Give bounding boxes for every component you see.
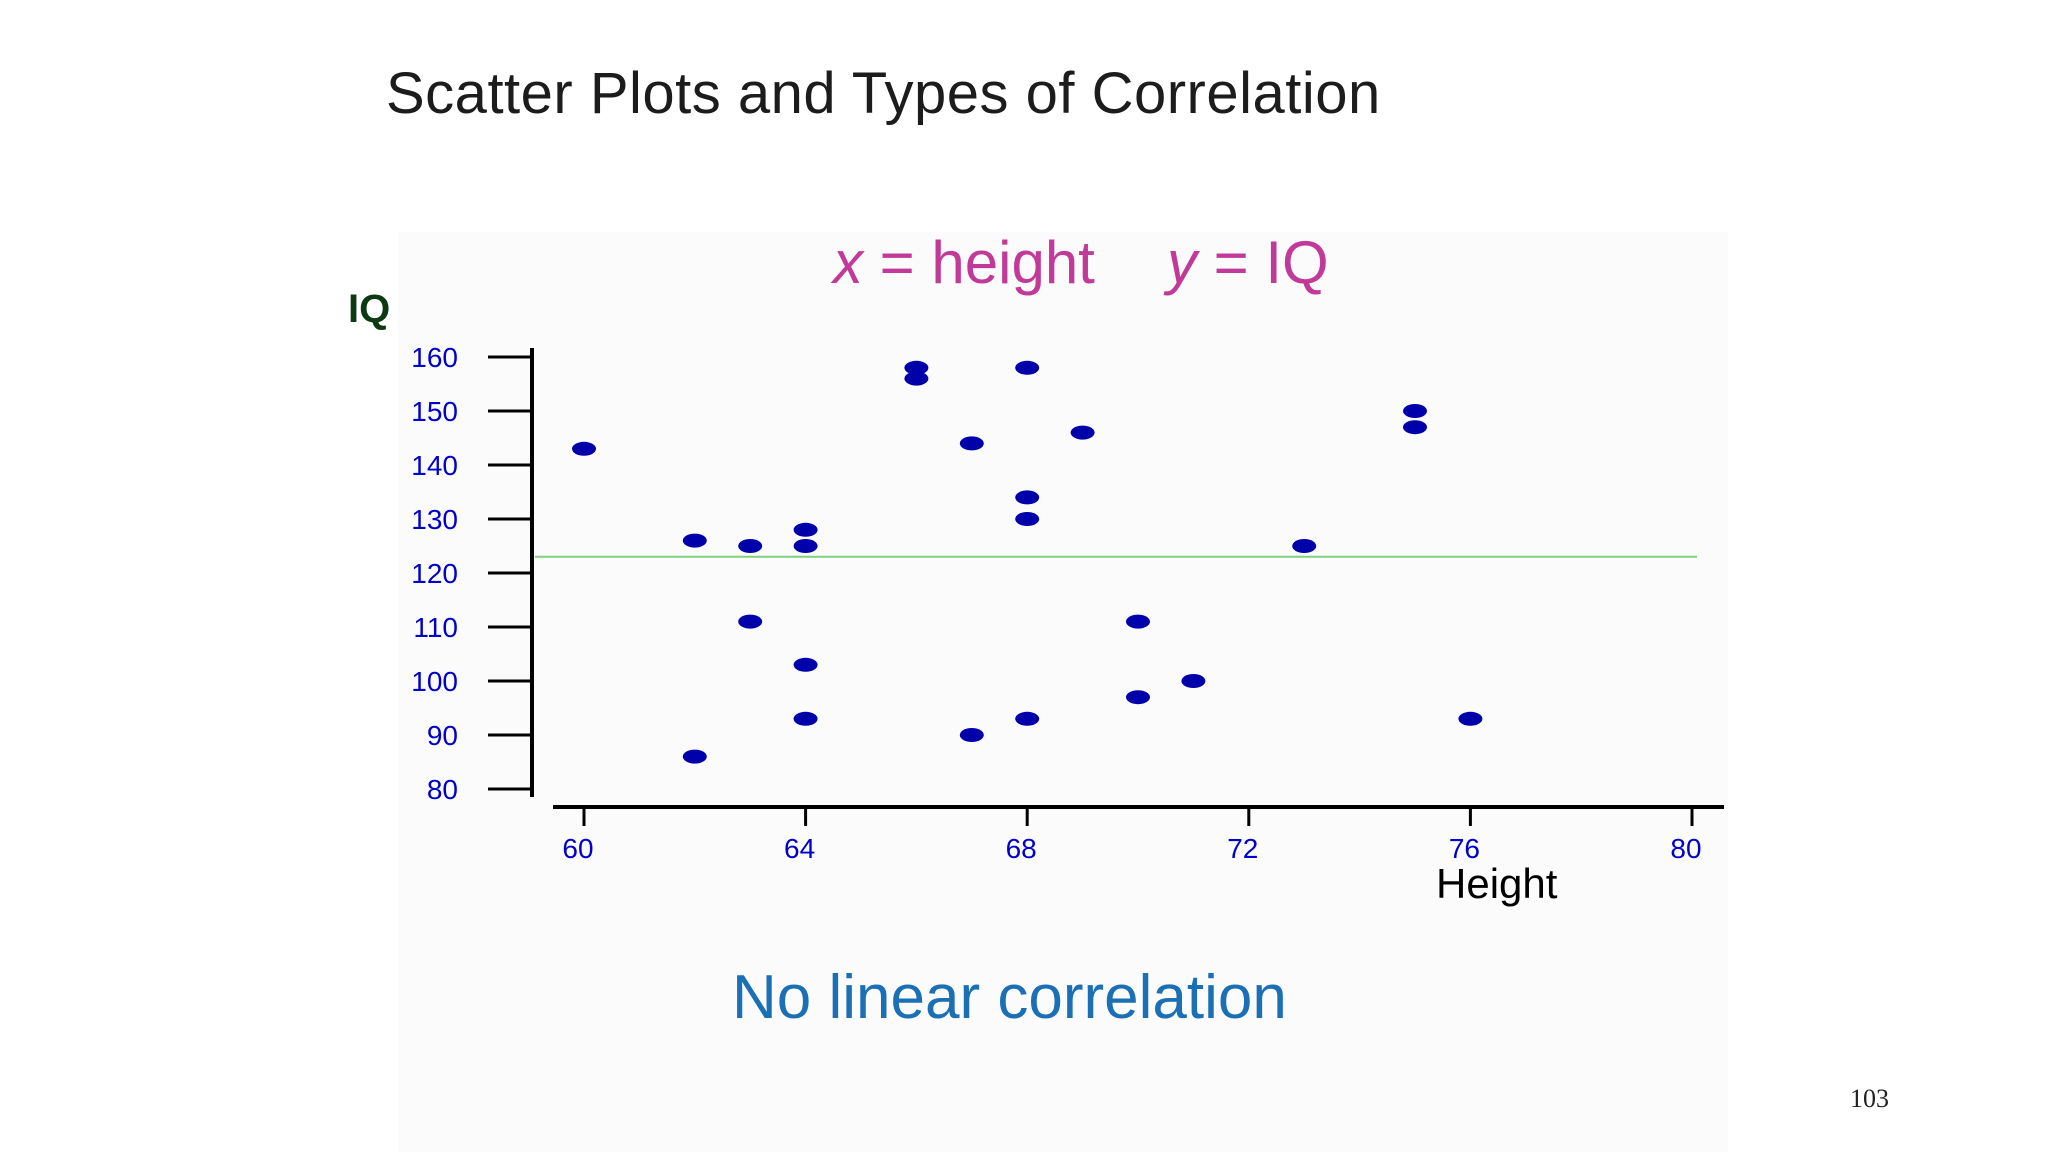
data-point	[904, 360, 929, 375]
y-tick-label: 160	[411, 342, 458, 373]
x-tick-label: 72	[1227, 833, 1258, 864]
data-point	[682, 749, 707, 764]
data-point	[1403, 420, 1427, 435]
chart-panel-background	[398, 232, 1728, 1152]
data-point	[738, 539, 763, 553]
y-tick-label: 130	[411, 504, 458, 535]
data-point	[959, 436, 984, 451]
data-point	[682, 533, 707, 548]
data-point	[1015, 512, 1040, 526]
data-point	[793, 657, 818, 672]
data-point	[1181, 674, 1206, 688]
y-tick-label: 90	[427, 720, 458, 751]
y-axis-label: IQ	[348, 287, 390, 331]
data-point	[793, 711, 818, 726]
x-tick-label: 60	[562, 833, 593, 864]
data-point	[1458, 711, 1483, 726]
y-tick-label: 140	[411, 450, 458, 481]
x-axis-label: Height	[1436, 860, 1558, 907]
data-point	[1126, 614, 1150, 629]
equation-x-height: x = height	[833, 229, 1095, 296]
data-point	[572, 441, 596, 456]
y-tick-label: 100	[411, 666, 458, 697]
y-tick-label: 80	[427, 774, 458, 805]
data-point	[1015, 490, 1040, 505]
equation-variable: y	[1167, 229, 1197, 296]
y-tick-label: 110	[413, 612, 458, 643]
slide-title: Scatter Plots and Types of Correlation	[386, 61, 1381, 126]
data-point	[1403, 404, 1427, 418]
data-point	[1015, 360, 1040, 375]
data-point	[1292, 539, 1317, 553]
data-point	[793, 539, 818, 553]
page-number: 103	[1850, 1084, 1889, 1113]
x-tick-label: 76	[1449, 833, 1480, 864]
data-point	[793, 522, 818, 537]
y-tick-label: 120	[411, 558, 458, 589]
x-tick-label: 64	[784, 833, 815, 864]
data-point	[904, 371, 929, 386]
data-point	[1070, 425, 1095, 440]
equation-variable: x	[833, 229, 863, 296]
data-point	[1015, 711, 1040, 726]
data-point	[959, 728, 984, 742]
x-tick-label: 68	[1006, 833, 1037, 864]
y-tick-label: 150	[411, 396, 458, 427]
data-point	[1126, 690, 1150, 705]
x-tick-label: 80	[1670, 833, 1701, 864]
data-point	[738, 614, 763, 629]
conclusion-text: No linear correlation	[732, 963, 1287, 1032]
equation-y-iq: y = IQ	[1167, 229, 1329, 296]
